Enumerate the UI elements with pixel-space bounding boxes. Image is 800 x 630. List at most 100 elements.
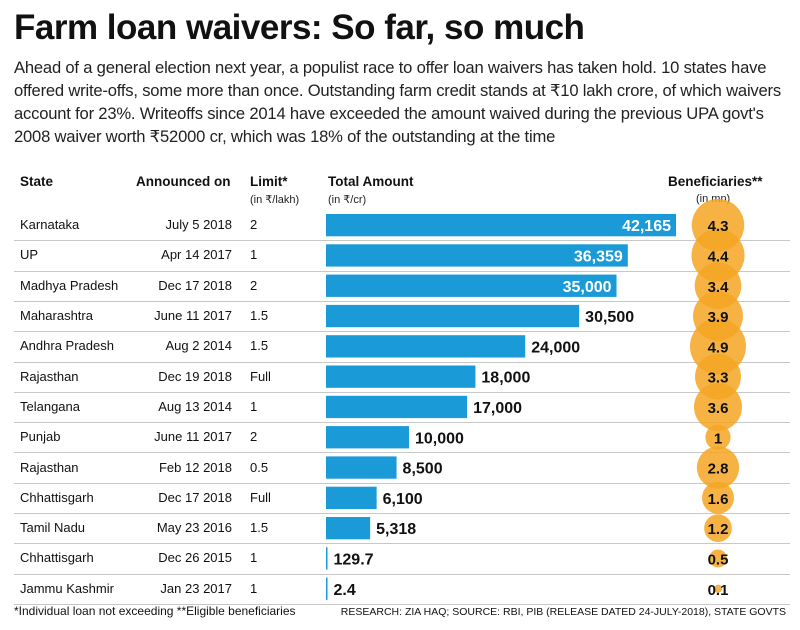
- amount-label: 129.7: [334, 551, 374, 568]
- amount-label: 5,318: [376, 521, 416, 538]
- state-cell: Chhattisgarh: [20, 489, 94, 505]
- beneficiaries-label: 1: [714, 430, 722, 447]
- limit-cell: Full: [250, 368, 271, 384]
- limit-cell: 1.5: [250, 338, 269, 354]
- amount-bar: [326, 547, 328, 570]
- amount-label: 42,165: [622, 218, 671, 235]
- header-amount: Total Amount: [328, 174, 414, 189]
- limit-cell: 1: [250, 247, 258, 263]
- announced-cell: Dec 17 2018: [158, 489, 232, 505]
- footnote-left: *Individual loan not exceeding **Eligibl…: [14, 604, 296, 618]
- announced-cell: June 11 2017: [154, 429, 232, 445]
- header-limit-unit: (in ₹/lakh): [250, 194, 300, 206]
- row-divider: [14, 543, 790, 545]
- state-cell: Maharashtra: [20, 308, 93, 324]
- header-beneficiaries: Beneficiaries**: [668, 174, 763, 189]
- beneficiaries-bubble: [694, 382, 742, 431]
- beneficiaries-label: 1.6: [708, 491, 729, 508]
- state-cell: Madhya Pradesh: [20, 277, 119, 293]
- beneficiaries-label: 3.6: [708, 400, 729, 417]
- row-divider: [14, 482, 790, 484]
- row-divider: [14, 513, 790, 514]
- amount-bar: [326, 214, 676, 237]
- header-state: State: [20, 174, 54, 189]
- limit-cell: 1: [250, 580, 258, 596]
- amount-bar: [326, 365, 476, 388]
- amount-label: 24,000: [531, 339, 580, 356]
- amount-bar: [326, 577, 328, 600]
- amount-bar: [326, 517, 371, 540]
- limit-cell: 2: [250, 217, 258, 233]
- beneficiaries-label: 0.5: [708, 551, 729, 568]
- beneficiaries-label: 4.3: [708, 218, 729, 235]
- header-limit: Limit*: [250, 174, 288, 189]
- announced-cell: Jan 23 2017: [160, 580, 232, 596]
- beneficiaries-bubble: [704, 514, 732, 543]
- amount-bar: [326, 395, 468, 419]
- footnote-right: RESEARCH: ZIA HAQ; SOURCE: RBI, PIB (REL…: [340, 606, 786, 618]
- amount-label: 8,500: [403, 461, 443, 478]
- amount-bar: [326, 304, 580, 328]
- row-divider: [14, 240, 790, 242]
- announced-cell: July 5 2018: [165, 217, 233, 233]
- amount-label: 36,359: [574, 248, 623, 265]
- page-title: Farm loan waivers: So far, so much: [14, 8, 585, 47]
- beneficiaries-label: 3.9: [708, 309, 729, 326]
- row-divider: [14, 422, 790, 424]
- announced-cell: Dec 17 2018: [158, 277, 232, 293]
- row-divider: [14, 270, 790, 272]
- limit-cell: 2: [250, 277, 258, 293]
- intro-text: Ahead of a general election next year, a…: [14, 58, 781, 146]
- row-divider: [14, 603, 790, 605]
- state-cell: Andhra Pradesh: [20, 338, 114, 354]
- beneficiaries-label: 3.4: [708, 279, 730, 296]
- state-cell: Rajasthan: [20, 368, 79, 384]
- amount-label: 2.4: [334, 582, 356, 599]
- amount-label: 35,000: [563, 279, 612, 296]
- row-divider: [14, 331, 790, 333]
- row-divider: [14, 300, 790, 302]
- amount-bar: [326, 486, 377, 509]
- beneficiaries-bubble: [696, 446, 740, 489]
- amount-bar: [326, 244, 628, 267]
- beneficiaries-label: 4.9: [708, 339, 729, 356]
- beneficiaries-bubble: [705, 424, 731, 450]
- row-divider: [14, 452, 790, 454]
- header-amount-unit: (in ₹/cr): [328, 194, 367, 206]
- beneficiaries-label: 0.1: [708, 582, 729, 599]
- amount-bar: [326, 274, 617, 297]
- state-cell: Karnataka: [20, 217, 80, 233]
- limit-cell: 1: [250, 398, 258, 414]
- announced-cell: Aug 13 2014: [158, 398, 232, 414]
- limit-cell: 1: [250, 550, 258, 566]
- amount-label: 17,000: [473, 400, 522, 417]
- announced-cell: Apr 14 2017: [161, 247, 232, 263]
- state-cell: Jammu Kashmir: [20, 580, 114, 596]
- announced-cell: Aug 2 2014: [165, 338, 232, 354]
- announced-cell: Dec 26 2015: [158, 550, 232, 566]
- state-cell: UP: [20, 247, 39, 263]
- announced-cell: Dec 19 2018: [158, 368, 232, 384]
- beneficiaries-bubble: [714, 584, 722, 593]
- amount-bar: [326, 456, 397, 479]
- state-cell: Punjab: [20, 429, 61, 445]
- state-cell: Telangana: [20, 398, 80, 414]
- amount-label: 30,500: [585, 309, 634, 326]
- amount-bar: [326, 335, 526, 358]
- beneficiaries-bubble: [709, 549, 727, 568]
- limit-cell: Full: [250, 489, 271, 505]
- limit-cell: 1.5: [250, 308, 269, 324]
- state-cell: Tamil Nadu: [20, 520, 86, 536]
- announced-cell: Feb 12 2018: [158, 459, 232, 475]
- beneficiaries-bubble: [702, 481, 734, 514]
- limit-cell: 2: [250, 429, 258, 445]
- beneficiaries-label: 4.4: [708, 248, 730, 265]
- amount-label: 18,000: [481, 370, 530, 387]
- announced-cell: May 23 2016: [156, 520, 232, 536]
- row-divider: [14, 361, 790, 363]
- state-cell: Rajasthan: [20, 459, 79, 475]
- beneficiaries-label: 1.2: [708, 521, 729, 538]
- state-cell: Chhattisgarh: [20, 550, 94, 566]
- row-divider: [14, 391, 790, 393]
